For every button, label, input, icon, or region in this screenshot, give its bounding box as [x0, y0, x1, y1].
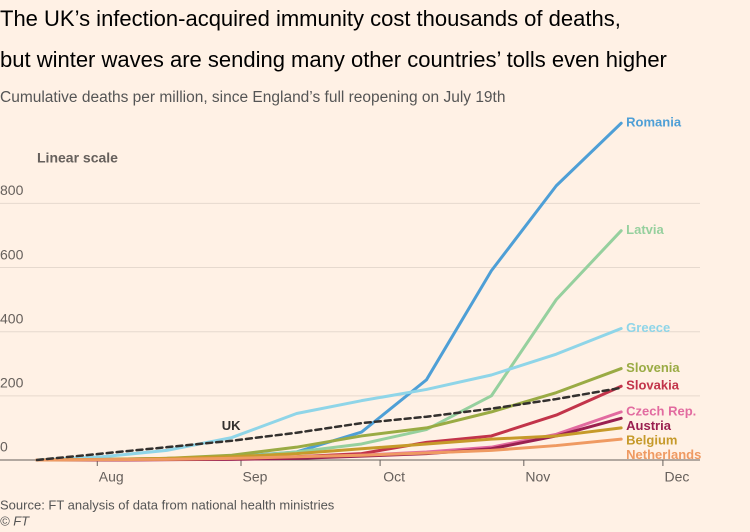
series-line [35, 229, 623, 462]
y-tick-label: 400 [0, 310, 24, 326]
y-tick-label: 0 [0, 439, 8, 455]
series-line [35, 121, 623, 462]
line-label: Austria [626, 418, 672, 433]
plot: 0 200 400 600 800 Aug Sep Oct Nov Dec UK Romania Lat… [0, 115, 701, 485]
line-label: Slovakia [626, 378, 680, 393]
chart-title: but winter waves are sending many other … [0, 47, 667, 72]
line-label: Romania [626, 115, 682, 130]
line-label: UK [222, 418, 241, 433]
y-tick-label: 800 [0, 182, 24, 198]
scale-note: Linear scale [37, 150, 118, 166]
line-label: Netherlands [626, 447, 701, 462]
series-line [35, 437, 623, 462]
line-label: Belgium [626, 432, 677, 447]
chart-subtitle: Cumulative deaths per million, since Eng… [0, 89, 505, 106]
x-tick-label: Aug [99, 469, 124, 485]
line-label: Slovenia [626, 360, 680, 375]
series-line [35, 386, 623, 462]
line-label: Greece [626, 320, 670, 335]
x-tick-label: Oct [383, 469, 405, 485]
x-tick-label: Nov [525, 469, 550, 485]
line-label: Czech Rep. [626, 403, 696, 418]
x-tick-label: Sep [243, 469, 268, 485]
source: Source: FT analysis of data from nationa… [0, 497, 335, 512]
series-line [35, 326, 623, 462]
y-tick-label: 200 [0, 375, 24, 391]
y-tick-label: 600 [0, 246, 24, 262]
credit: © FT [0, 513, 30, 528]
x-tick-label: Dec [664, 469, 689, 485]
chart-title: The UK’s infection-acquired immunity cos… [0, 6, 621, 31]
line-label: Latvia [626, 222, 664, 237]
